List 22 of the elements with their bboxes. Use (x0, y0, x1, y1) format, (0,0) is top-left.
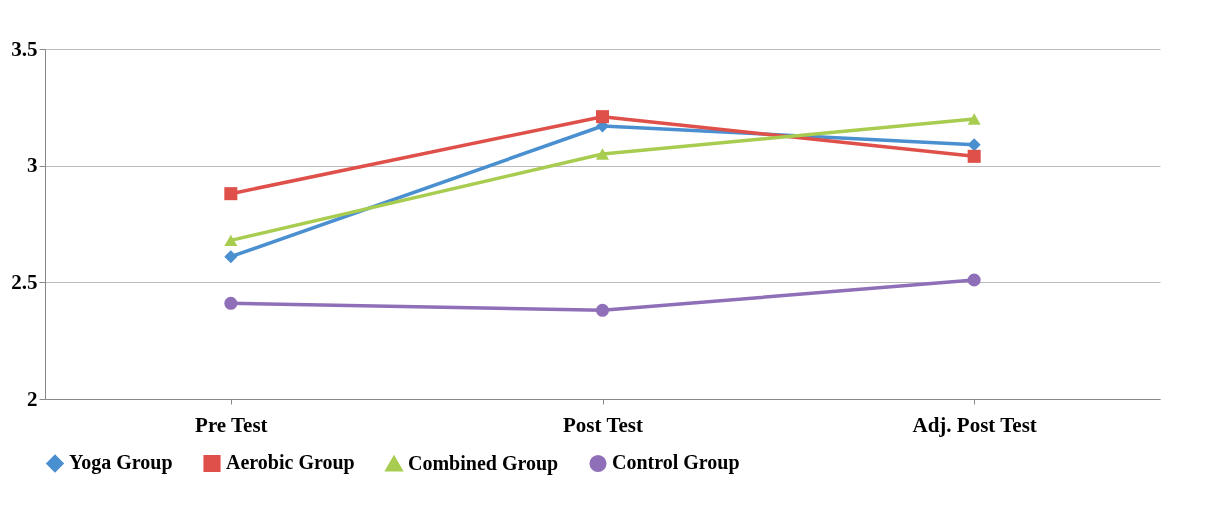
point (224, 296, 238, 310)
legend-label: Aerobic Group (226, 451, 355, 475)
point (967, 138, 981, 152)
point (224, 187, 238, 201)
point (595, 110, 610, 124)
x-tick-label: Adj. Post Test (912, 412, 1037, 437)
x-tick-label: Pre Test (195, 412, 268, 437)
point (967, 273, 981, 287)
point (967, 113, 981, 125)
y-tick-label: 3 (27, 153, 38, 178)
x-tick-label: Post Test (563, 412, 643, 437)
point (224, 234, 238, 246)
point (224, 250, 238, 264)
y-tick-label: 3.5 (11, 36, 38, 61)
point (595, 148, 610, 160)
y-tick-label: 2 (27, 386, 38, 411)
legend-label: Control Group (612, 451, 740, 475)
point (967, 149, 981, 163)
legend-label: Yoga Group (69, 451, 173, 475)
y-tick-label: 2.5 (11, 269, 38, 294)
legend-label: Combined Group (408, 451, 559, 475)
point (595, 303, 610, 317)
